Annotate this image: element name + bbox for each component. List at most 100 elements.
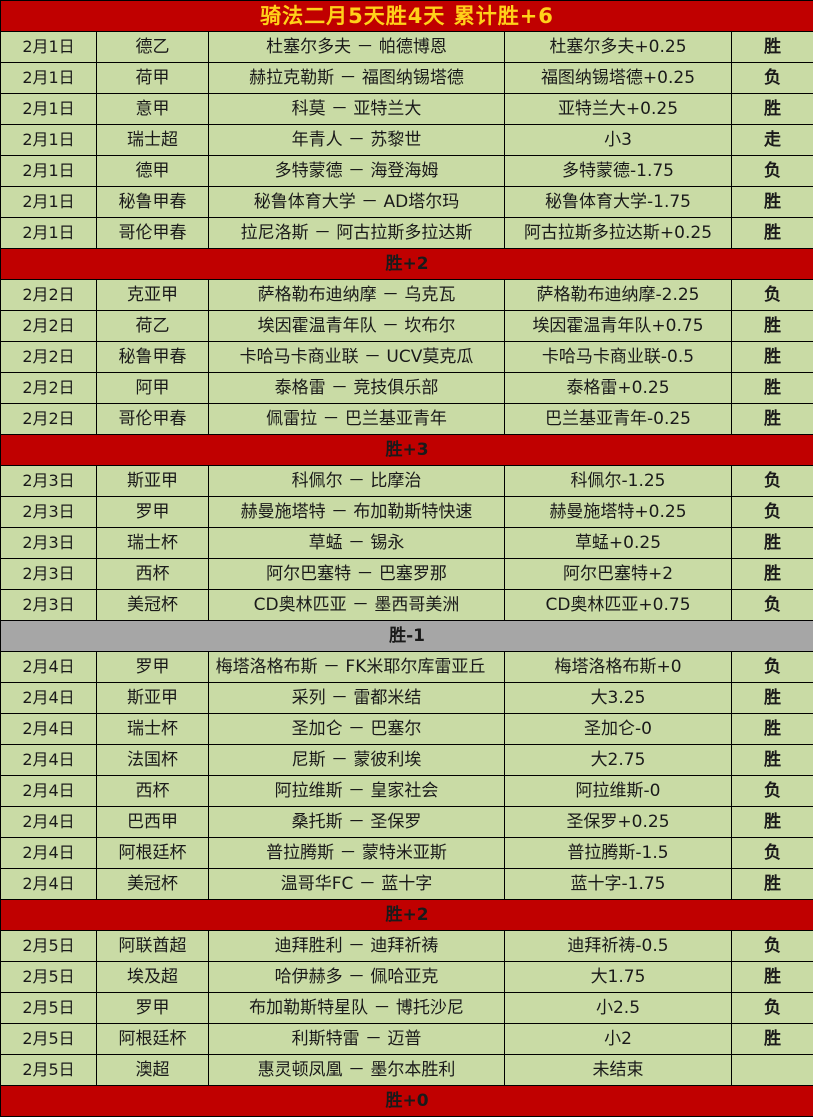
cell-match: 佩雷拉 － 巴兰基亚青年 [209,404,505,435]
cell-match: 布加勒斯特星队 － 博托沙尼 [209,993,505,1024]
cell-date: 2月5日 [1,962,97,993]
result-badge: 胜 [732,218,813,249]
cell-date: 2月2日 [1,342,97,373]
cell-match: 年青人 － 苏黎世 [209,125,505,156]
cell-date: 2月4日 [1,714,97,745]
cell-date: 2月5日 [1,1055,97,1086]
result-badge [732,1055,813,1086]
section-summary-label: 胜-1 [1,621,813,652]
result-badge: 胜 [732,745,813,776]
cell-date: 2月1日 [1,156,97,187]
cell-date: 2月1日 [1,218,97,249]
result-badge: 负 [732,931,813,962]
result-badge: 负 [732,156,813,187]
result-badge: 胜 [732,559,813,590]
section-summary-row: 胜+2 [1,249,813,280]
cell-league: 罗甲 [97,652,209,683]
cell-league: 澳超 [97,1055,209,1086]
cell-league: 阿根廷杯 [97,838,209,869]
cell-league: 哥伦甲春 [97,404,209,435]
result-badge: 胜 [732,714,813,745]
cell-pick: 小3 [505,125,732,156]
cell-date: 2月4日 [1,838,97,869]
cell-league: 美冠杯 [97,590,209,621]
cell-date: 2月1日 [1,63,97,94]
cell-date: 2月4日 [1,683,97,714]
title-row: 骑法二月5天胜4天 累计胜+6 [1,1,813,32]
cell-pick: 亚特兰大+0.25 [505,94,732,125]
page-title: 骑法二月5天胜4天 累计胜+6 [1,1,813,32]
cell-date: 2月3日 [1,559,97,590]
cell-date: 2月5日 [1,993,97,1024]
cell-league: 德甲 [97,156,209,187]
cell-pick: 秘鲁体育大学-1.75 [505,187,732,218]
cell-match: 萨格勒布迪纳摩 － 乌克瓦 [209,280,505,311]
result-badge: 胜 [732,373,813,404]
cell-match: 赫拉克勒斯 － 福图纳锡塔德 [209,63,505,94]
section-summary-label: 胜+2 [1,249,813,280]
result-badge: 负 [732,776,813,807]
cell-date: 2月1日 [1,32,97,63]
cell-league: 瑞士超 [97,125,209,156]
cell-pick: 圣保罗+0.25 [505,807,732,838]
cell-match: 赫曼施塔特 － 布加勒斯特快速 [209,497,505,528]
cell-pick: 蓝十字-1.75 [505,869,732,900]
cell-pick: 圣加仑-0 [505,714,732,745]
cell-match: 尼斯 － 蒙彼利埃 [209,745,505,776]
result-badge: 负 [732,838,813,869]
cell-league: 克亚甲 [97,280,209,311]
cell-league: 秘鲁甲春 [97,187,209,218]
cell-date: 2月3日 [1,497,97,528]
cell-date: 2月5日 [1,1024,97,1055]
cell-league: 意甲 [97,94,209,125]
cell-pick: 大1.75 [505,962,732,993]
cell-pick: 大3.25 [505,683,732,714]
cell-match: 阿尔巴塞特 － 巴塞罗那 [209,559,505,590]
result-badge: 胜 [732,869,813,900]
cell-date: 2月3日 [1,590,97,621]
result-badge: 胜 [732,311,813,342]
cell-league: 埃及超 [97,962,209,993]
cell-match: 杜塞尔多夫 － 帕德博恩 [209,32,505,63]
cell-pick: 草蜢+0.25 [505,528,732,559]
cell-match: CD奥林匹亚 － 墨西哥美洲 [209,590,505,621]
result-badge: 负 [732,652,813,683]
cell-league: 美冠杯 [97,869,209,900]
cell-date: 2月4日 [1,869,97,900]
section-summary-label: 胜+0 [1,1086,813,1117]
cell-date: 2月4日 [1,807,97,838]
cell-match: 惠灵顿凤凰 － 墨尔本胜利 [209,1055,505,1086]
cell-match: 科莫 － 亚特兰大 [209,94,505,125]
cell-date: 2月3日 [1,528,97,559]
cell-date: 2月2日 [1,311,97,342]
cell-league: 德乙 [97,32,209,63]
cell-match: 利斯特雷 － 迈普 [209,1024,505,1055]
cell-pick: 科佩尔-1.25 [505,466,732,497]
cell-pick: 卡哈马卡商业联-0.5 [505,342,732,373]
cell-match: 秘鲁体育大学 － AD塔尔玛 [209,187,505,218]
table-row: 2月5日澳超惠灵顿凤凰 － 墨尔本胜利未结束 [1,1055,813,1086]
cell-pick: 小2.5 [505,993,732,1024]
cell-pick: 赫曼施塔特+0.25 [505,497,732,528]
cell-pick: 泰格雷+0.25 [505,373,732,404]
result-badge: 胜 [732,94,813,125]
result-badge: 胜 [732,683,813,714]
cell-pick: 埃因霍温青年队+0.75 [505,311,732,342]
cell-league: 瑞士杯 [97,714,209,745]
cell-date: 2月4日 [1,776,97,807]
cell-league: 阿根廷杯 [97,1024,209,1055]
